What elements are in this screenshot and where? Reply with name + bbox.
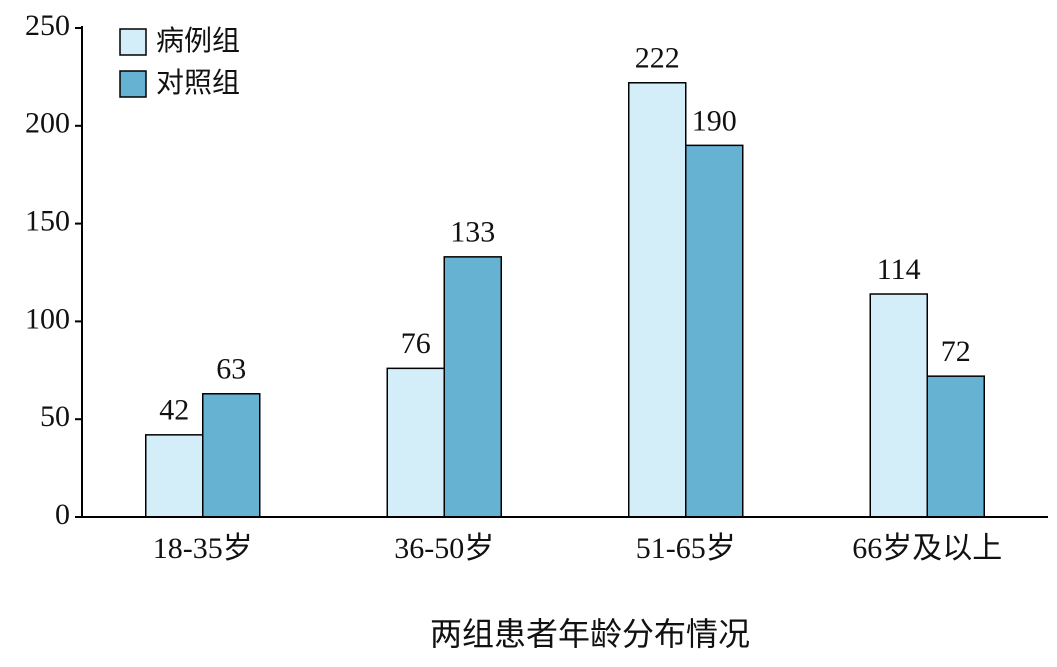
- legend-swatch: [119, 28, 147, 56]
- bar: [628, 82, 687, 518]
- y-tick-label: 200: [25, 107, 70, 140]
- y-tick-label: 50: [40, 400, 70, 433]
- bar: [202, 393, 261, 518]
- bar: [926, 375, 985, 518]
- value-label: 72: [941, 335, 971, 368]
- y-tick-label: 0: [55, 498, 70, 531]
- bar: [685, 144, 744, 518]
- y-tick-label: 100: [25, 302, 70, 335]
- value-label: 222: [635, 42, 680, 75]
- bar: [869, 293, 928, 518]
- value-label: 76: [401, 327, 431, 360]
- bar: [443, 256, 502, 518]
- x-tick-label: 51-65岁: [636, 532, 736, 565]
- value-label: 114: [877, 253, 921, 286]
- x-tick-label: 18-35岁: [153, 532, 253, 565]
- value-label: 42: [159, 394, 189, 427]
- value-label: 63: [216, 353, 246, 386]
- legend-label: 对照组: [156, 66, 240, 99]
- legend-swatch: [119, 70, 147, 98]
- y-tick-label: 250: [25, 9, 70, 42]
- x-tick-label: 36-50岁: [394, 532, 494, 565]
- legend-label: 病例组: [156, 24, 240, 57]
- y-tick-label: 150: [25, 204, 70, 237]
- bar: [145, 434, 204, 518]
- value-label: 133: [450, 216, 495, 249]
- x-tick-label: 66岁及以上: [852, 532, 1002, 565]
- x-axis-title: 两组患者年龄分布情况: [430, 615, 750, 653]
- bar: [386, 367, 445, 518]
- value-label: 190: [692, 104, 737, 137]
